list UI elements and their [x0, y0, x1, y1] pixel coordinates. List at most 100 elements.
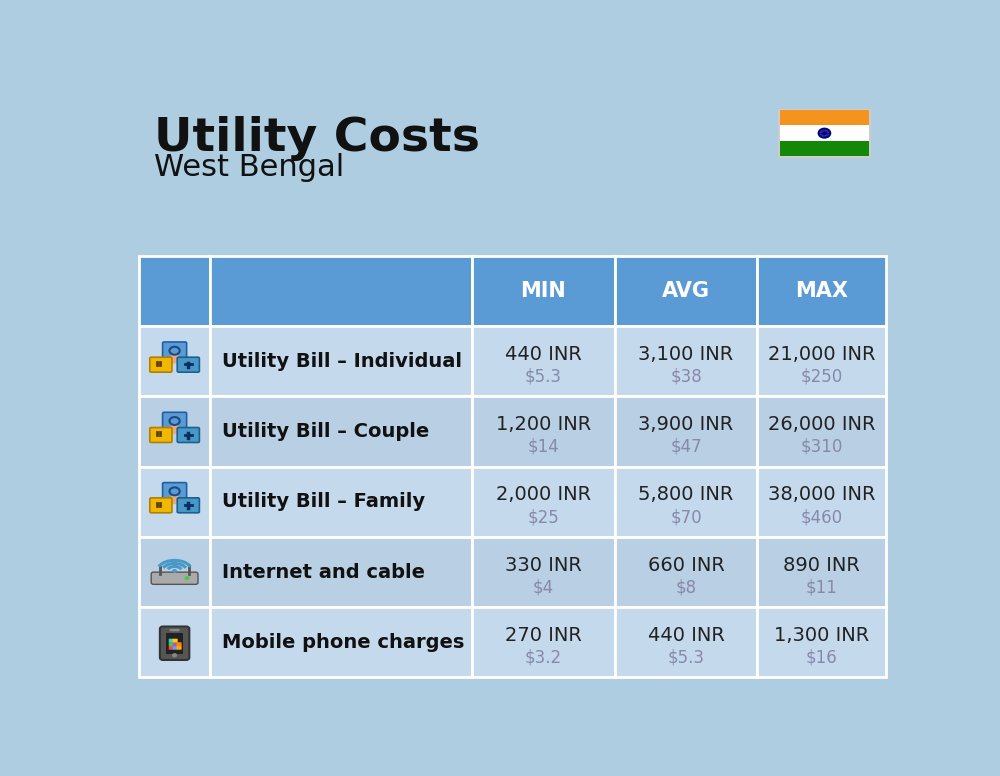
FancyBboxPatch shape	[139, 466, 210, 537]
Text: 1,200 INR: 1,200 INR	[496, 415, 591, 434]
FancyBboxPatch shape	[472, 466, 615, 537]
FancyBboxPatch shape	[615, 607, 757, 677]
Text: 330 INR: 330 INR	[505, 556, 582, 574]
Text: $14: $14	[528, 438, 559, 456]
FancyBboxPatch shape	[472, 397, 615, 466]
Circle shape	[173, 570, 176, 573]
Text: $16: $16	[806, 649, 838, 667]
Text: 38,000 INR: 38,000 INR	[768, 485, 875, 504]
FancyBboxPatch shape	[166, 633, 183, 654]
FancyBboxPatch shape	[210, 255, 472, 326]
FancyBboxPatch shape	[139, 326, 210, 397]
Text: $38: $38	[670, 368, 702, 386]
Text: 440 INR: 440 INR	[505, 345, 582, 364]
Text: Mobile phone charges: Mobile phone charges	[222, 633, 464, 652]
Circle shape	[171, 354, 178, 359]
FancyBboxPatch shape	[163, 342, 187, 359]
Text: 26,000 INR: 26,000 INR	[768, 415, 875, 434]
FancyBboxPatch shape	[757, 537, 886, 607]
FancyBboxPatch shape	[139, 397, 210, 466]
Text: Internet and cable: Internet and cable	[222, 563, 425, 581]
Text: Utility Bill – Individual: Utility Bill – Individual	[222, 352, 462, 371]
FancyBboxPatch shape	[150, 428, 172, 442]
Text: $11: $11	[806, 578, 838, 597]
Text: $47: $47	[670, 438, 702, 456]
FancyBboxPatch shape	[177, 643, 182, 646]
FancyBboxPatch shape	[150, 498, 172, 513]
FancyBboxPatch shape	[173, 643, 178, 646]
Text: $4: $4	[533, 578, 554, 597]
FancyBboxPatch shape	[778, 109, 871, 158]
Text: MIN: MIN	[521, 281, 566, 301]
FancyBboxPatch shape	[472, 537, 615, 607]
Circle shape	[171, 495, 178, 500]
FancyBboxPatch shape	[139, 607, 210, 677]
Text: $8: $8	[676, 578, 697, 597]
Text: 5,800 INR: 5,800 INR	[638, 485, 734, 504]
FancyBboxPatch shape	[177, 498, 199, 513]
FancyBboxPatch shape	[163, 483, 187, 501]
FancyBboxPatch shape	[139, 537, 210, 607]
FancyBboxPatch shape	[757, 397, 886, 466]
FancyBboxPatch shape	[615, 326, 757, 397]
FancyBboxPatch shape	[169, 643, 174, 646]
FancyBboxPatch shape	[472, 607, 615, 677]
FancyBboxPatch shape	[615, 466, 757, 537]
FancyBboxPatch shape	[210, 537, 472, 607]
Text: $310: $310	[801, 438, 843, 456]
Text: Utility Costs: Utility Costs	[154, 116, 480, 161]
FancyBboxPatch shape	[210, 466, 472, 537]
Text: 3,100 INR: 3,100 INR	[638, 345, 734, 364]
Circle shape	[171, 424, 178, 429]
FancyBboxPatch shape	[615, 537, 757, 607]
FancyBboxPatch shape	[757, 326, 886, 397]
FancyBboxPatch shape	[757, 255, 886, 326]
FancyBboxPatch shape	[169, 639, 174, 643]
Text: $460: $460	[801, 508, 843, 526]
FancyBboxPatch shape	[163, 412, 187, 430]
FancyBboxPatch shape	[615, 397, 757, 466]
FancyBboxPatch shape	[170, 629, 180, 632]
Text: Utility Bill – Family: Utility Bill – Family	[222, 492, 425, 511]
Text: 21,000 INR: 21,000 INR	[768, 345, 875, 364]
Text: West Bengal: West Bengal	[154, 153, 345, 182]
Text: 890 INR: 890 INR	[783, 556, 860, 574]
FancyBboxPatch shape	[472, 255, 615, 326]
Text: AVG: AVG	[662, 281, 710, 301]
FancyBboxPatch shape	[169, 646, 174, 650]
Text: 270 INR: 270 INR	[505, 625, 582, 645]
FancyBboxPatch shape	[170, 428, 180, 434]
FancyBboxPatch shape	[177, 357, 199, 372]
FancyBboxPatch shape	[151, 572, 198, 584]
FancyBboxPatch shape	[780, 110, 869, 126]
Text: $70: $70	[670, 508, 702, 526]
FancyBboxPatch shape	[173, 646, 178, 650]
Text: 3,900 INR: 3,900 INR	[638, 415, 734, 434]
Text: 1,300 INR: 1,300 INR	[774, 625, 869, 645]
Circle shape	[173, 654, 176, 656]
Text: 440 INR: 440 INR	[648, 625, 725, 645]
Text: 2,000 INR: 2,000 INR	[496, 485, 591, 504]
Text: 660 INR: 660 INR	[648, 556, 725, 574]
FancyBboxPatch shape	[160, 626, 189, 660]
FancyBboxPatch shape	[177, 646, 182, 650]
FancyBboxPatch shape	[615, 255, 757, 326]
FancyBboxPatch shape	[757, 607, 886, 677]
FancyBboxPatch shape	[210, 397, 472, 466]
FancyBboxPatch shape	[210, 326, 472, 397]
FancyBboxPatch shape	[780, 126, 869, 141]
FancyBboxPatch shape	[472, 326, 615, 397]
FancyBboxPatch shape	[780, 141, 869, 157]
Text: $250: $250	[801, 368, 843, 386]
Circle shape	[185, 577, 189, 580]
FancyBboxPatch shape	[173, 639, 178, 643]
Text: Utility Bill – Couple: Utility Bill – Couple	[222, 422, 429, 441]
FancyBboxPatch shape	[757, 466, 886, 537]
FancyBboxPatch shape	[210, 607, 472, 677]
Text: $5.3: $5.3	[525, 368, 562, 386]
Text: $5.3: $5.3	[668, 649, 705, 667]
FancyBboxPatch shape	[139, 255, 210, 326]
FancyBboxPatch shape	[177, 428, 199, 442]
Text: MAX: MAX	[795, 281, 848, 301]
Text: $25: $25	[528, 508, 559, 526]
